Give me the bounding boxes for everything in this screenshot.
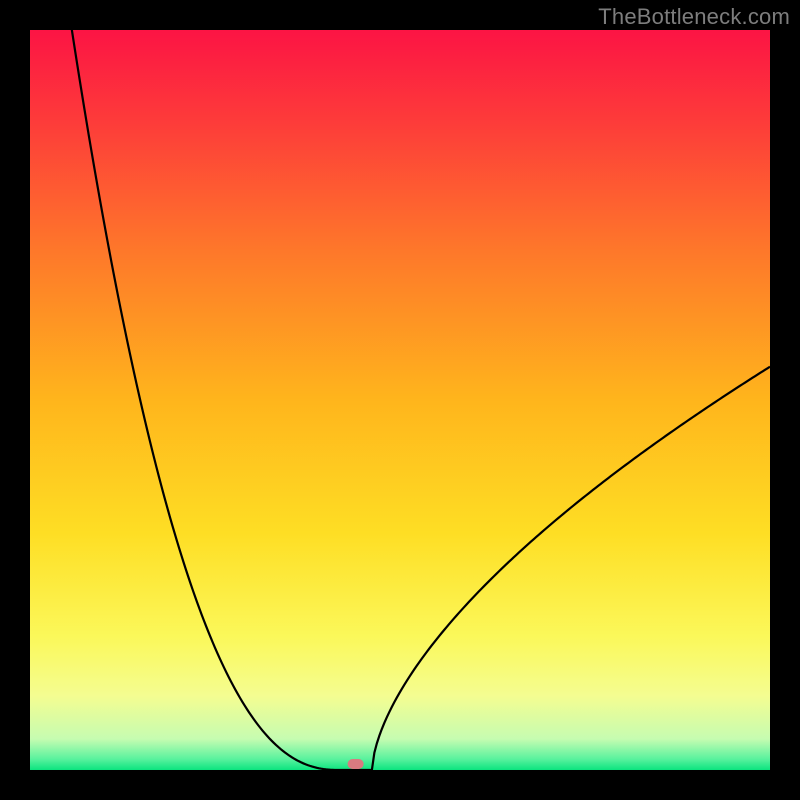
watermark-text: TheBottleneck.com — [598, 4, 790, 30]
optimal-point-marker — [348, 759, 364, 769]
bottleneck-curve-chart — [0, 0, 800, 800]
figure-root: TheBottleneck.com — [0, 0, 800, 800]
